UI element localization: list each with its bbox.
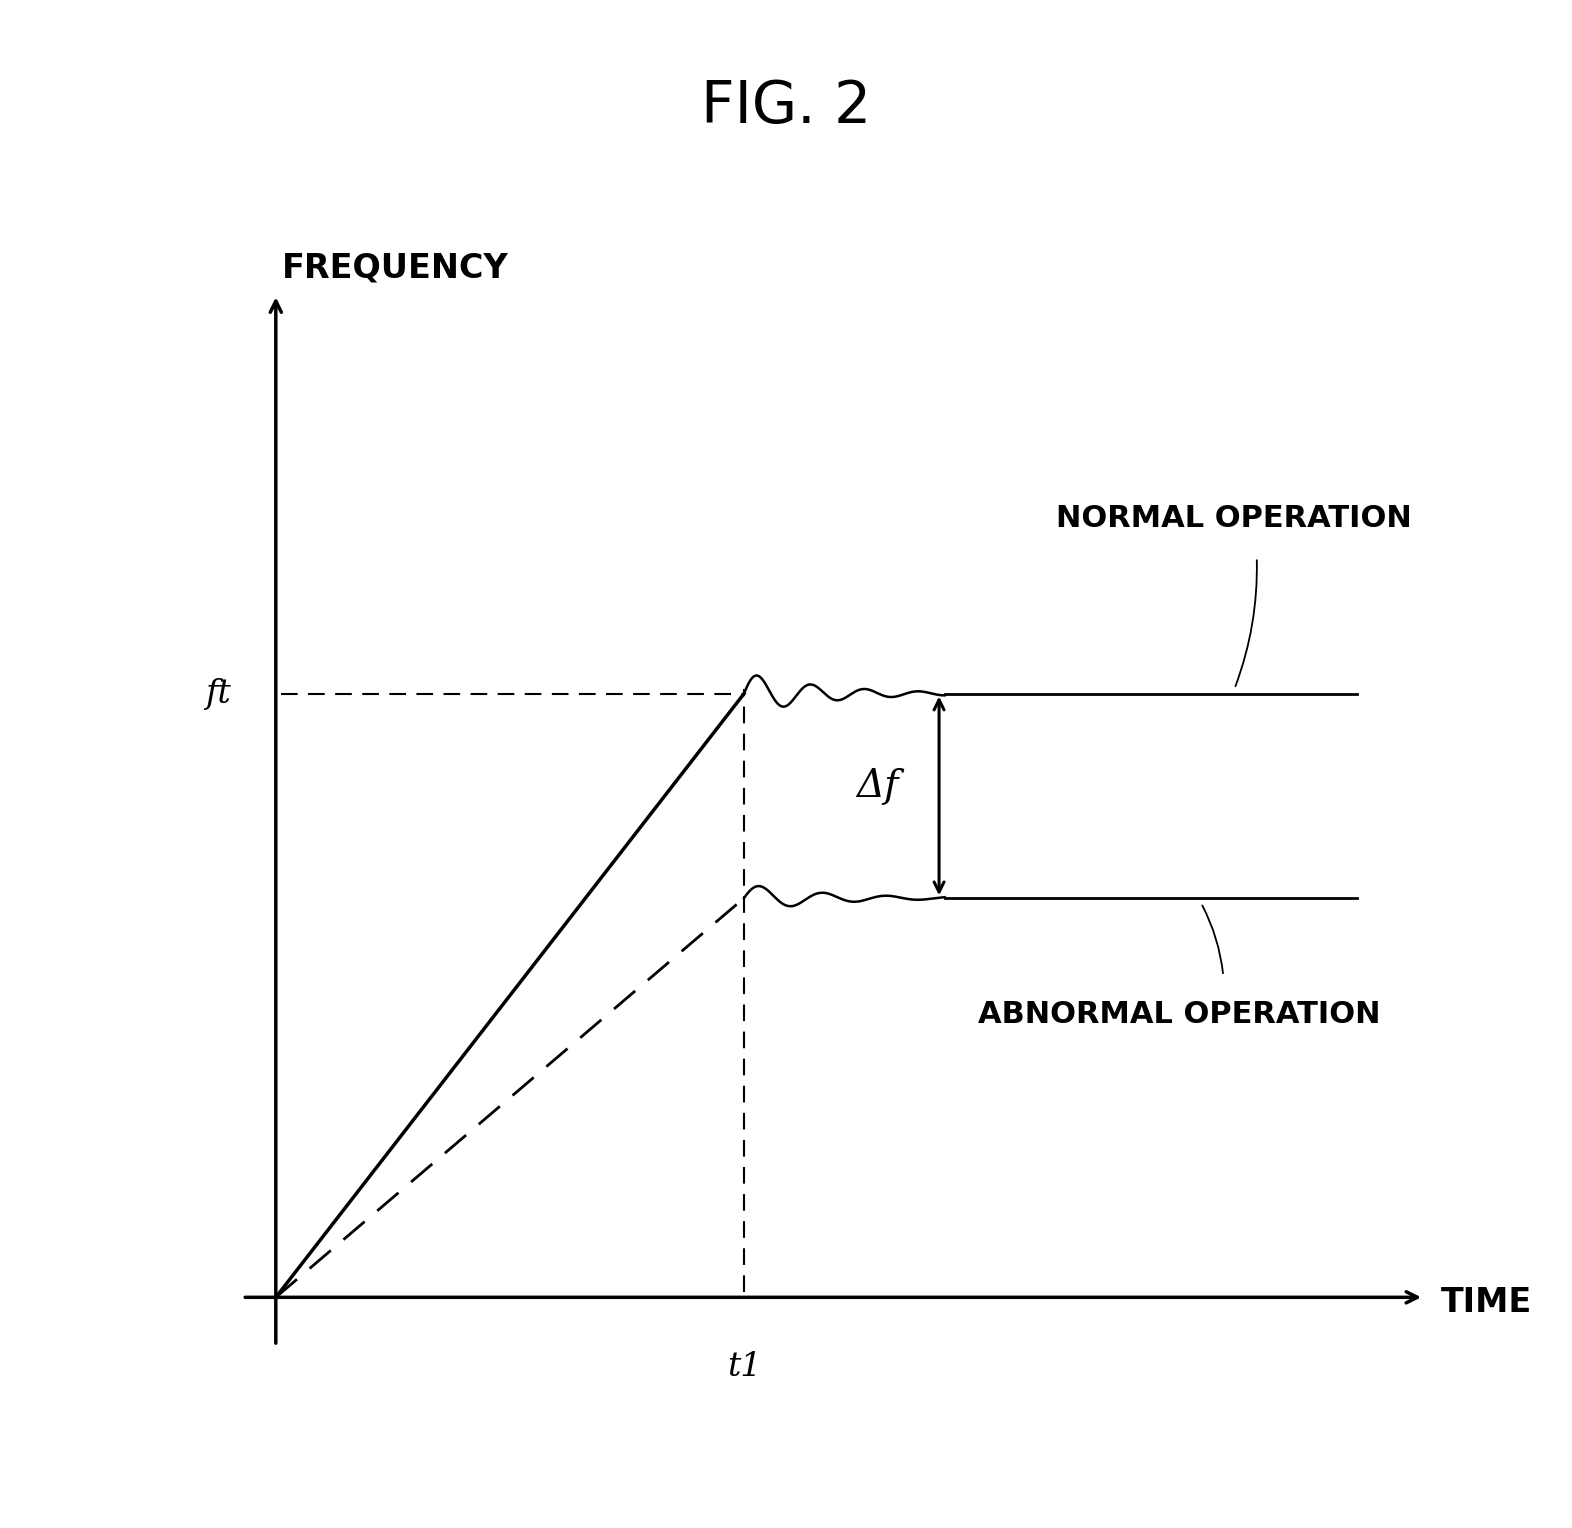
Text: FIG. 2: FIG. 2 bbox=[701, 78, 871, 136]
Text: FREQUENCY: FREQUENCY bbox=[281, 252, 508, 284]
Text: NORMAL OPERATION: NORMAL OPERATION bbox=[1056, 504, 1412, 533]
Text: TIME: TIME bbox=[1440, 1285, 1533, 1319]
Text: ft: ft bbox=[206, 678, 231, 709]
Text: ABNORMAL OPERATION: ABNORMAL OPERATION bbox=[978, 1001, 1380, 1030]
Text: t1: t1 bbox=[726, 1351, 761, 1383]
Text: Δf: Δf bbox=[857, 767, 899, 805]
